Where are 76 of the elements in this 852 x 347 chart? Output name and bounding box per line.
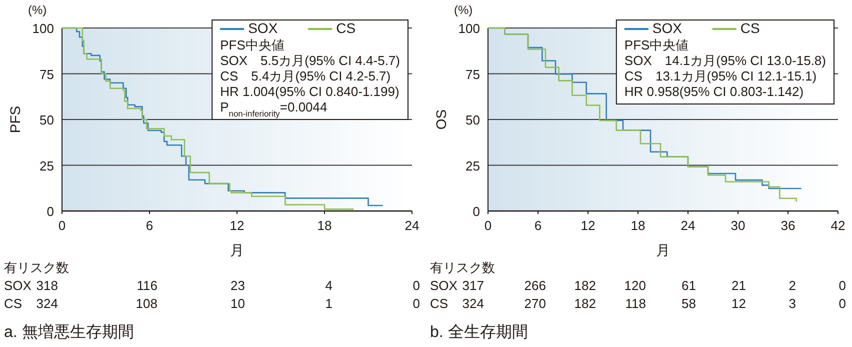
y-tick-label: 25 [466, 158, 480, 174]
text: CS [4, 296, 22, 311]
text: 324 [36, 296, 58, 311]
legend-label: SOX [652, 20, 683, 36]
x-tick-label: 24 [404, 218, 420, 233]
text: 116 [136, 278, 158, 293]
x-tick-label: 24 [680, 218, 696, 233]
x-tick-label: 0 [484, 218, 492, 233]
x-tick-label: 42 [830, 218, 846, 233]
text: 1 [325, 296, 332, 311]
text: 有リスク数 [4, 260, 69, 275]
x-axis-title: 月 [230, 242, 244, 258]
x-tick-label: 36 [780, 218, 796, 233]
text: (%) [28, 3, 47, 17]
text: 182 [574, 278, 596, 293]
y-tick-label: 75 [466, 66, 480, 82]
annotation: SOX 5.5カ月(95% CI 4.4-5.7) [220, 53, 400, 68]
annotation: SOX 14.1カ月(95% CI 13.0-15.8) [624, 53, 826, 68]
annotation: HR 1.004(95% CI 0.840-1.199) [220, 84, 400, 99]
x-tick-label: 12 [580, 218, 596, 233]
x-tick-label: 18 [317, 218, 332, 233]
text: 118 [625, 296, 646, 311]
text: (%) [454, 3, 473, 17]
text: 108 [136, 296, 158, 311]
y-tick-label: 75 [40, 66, 54, 82]
text: SOX [430, 278, 458, 293]
text: 有リスク数 [430, 260, 495, 275]
y-tick-label: 100 [32, 21, 54, 36]
text: 0 [838, 278, 846, 293]
x-tick-label: 6 [146, 218, 154, 233]
text: b. 全生存期間 [430, 323, 528, 341]
annotation: PFS中央値 [220, 38, 284, 52]
x-axis-title: 月 [656, 242, 670, 258]
x-tick-label: 6 [534, 218, 542, 233]
annotation: PFS中央値 [624, 38, 689, 52]
x-tick-label: 18 [630, 218, 646, 233]
text: 270 [524, 296, 546, 311]
text: 0 [412, 296, 420, 311]
text: 0 [838, 296, 846, 311]
text: 4 [325, 278, 332, 293]
text: 21 [732, 278, 746, 293]
text: 3 [788, 296, 796, 311]
text: 120 [624, 278, 646, 293]
annotation: CS 5.4カ月(95% CI 4.2-5.7) [220, 68, 391, 84]
text: 266 [524, 278, 546, 293]
text: 324 [462, 296, 484, 311]
y-tick-label: 25 [40, 158, 54, 174]
text: 12 [732, 296, 746, 311]
y-tick-label: 0 [46, 204, 54, 219]
y-axis-title: PFS [7, 106, 23, 134]
legend-label: SOX [248, 20, 278, 36]
y-tick-label: 50 [466, 112, 480, 128]
text: 182 [574, 296, 596, 311]
text: 61 [682, 278, 696, 293]
annotation: P$_{non-inferiority}$=0.0044 [220, 100, 328, 118]
y-tick-label: 0 [472, 204, 480, 219]
text: 317 [462, 278, 484, 293]
text: SOX [4, 278, 32, 293]
y-tick-label: 50 [40, 112, 54, 128]
annotation: CS 13.1カ月(95% CI 12.1-15.1) [624, 68, 817, 84]
text: CS [430, 296, 448, 311]
text: 2 [788, 278, 796, 293]
x-tick-label: 12 [230, 218, 244, 233]
text: 23 [230, 278, 245, 293]
x-tick-label: 0 [58, 218, 66, 233]
legend-label: CS [336, 20, 356, 36]
text: 318 [36, 278, 58, 293]
text: 10 [230, 296, 245, 311]
y-tick-label: 100 [458, 21, 480, 36]
text: a. 無増悪生存期間 [4, 323, 134, 341]
y-axis-title: OS [433, 109, 449, 130]
x-tick-label: 30 [730, 218, 746, 233]
text: 0 [412, 278, 420, 293]
annotation: HR 0.958(95% CI 0.803-1.142) [624, 84, 804, 99]
legend-label: CS [740, 20, 760, 36]
text: 58 [682, 296, 696, 311]
